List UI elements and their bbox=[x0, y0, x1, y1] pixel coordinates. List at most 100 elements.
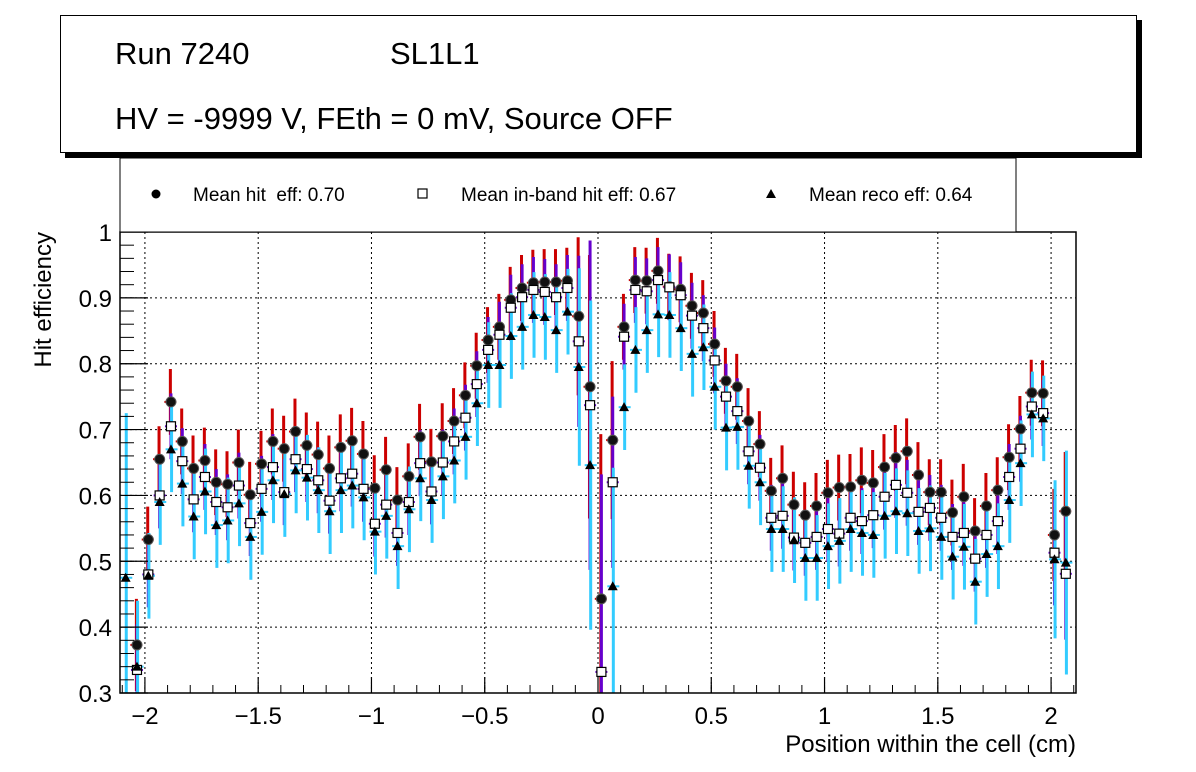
inband-eff-point bbox=[970, 553, 981, 564]
reco-eff-point bbox=[698, 342, 709, 352]
x-tick-label: −0.5 bbox=[461, 703, 508, 730]
reco-eff-point bbox=[154, 497, 165, 507]
inband-eff-point bbox=[392, 527, 403, 539]
hit-eff-point bbox=[709, 338, 721, 350]
reco-eff-point bbox=[551, 325, 562, 335]
hit-eff-point bbox=[867, 477, 879, 489]
reco-eff-point bbox=[1026, 409, 1037, 419]
reco-eff-point bbox=[188, 511, 199, 521]
reco-eff-point bbox=[619, 402, 630, 412]
inband-eff-point bbox=[845, 512, 856, 523]
hit-eff-point bbox=[686, 300, 698, 312]
run-number: Run 7240 bbox=[115, 36, 250, 71]
reco-eff-point bbox=[777, 524, 788, 534]
hit-eff-point bbox=[267, 435, 279, 447]
inband-eff-point bbox=[550, 292, 562, 303]
x-tick-label: 1.5 bbox=[921, 703, 954, 730]
inband-eff-point bbox=[471, 379, 482, 390]
reco-eff-point bbox=[369, 526, 380, 536]
inband-eff-point bbox=[1004, 471, 1015, 483]
hit-eff-point bbox=[380, 464, 392, 476]
reco-eff-point bbox=[902, 508, 913, 518]
x-tick-label: 0 bbox=[591, 703, 604, 730]
hit-eff-point bbox=[346, 435, 358, 447]
hit-eff-point bbox=[697, 307, 709, 319]
inband-eff-point bbox=[822, 523, 834, 535]
reco-eff-point bbox=[607, 581, 618, 591]
hit-eff-point bbox=[924, 486, 936, 498]
reco-eff-point bbox=[131, 661, 142, 671]
reco-eff-point bbox=[381, 510, 392, 520]
inband-eff-point bbox=[188, 494, 199, 505]
run-info-box: Run 7240 SL1L1 HV = -9999 V, FEth = 0 mV… bbox=[60, 15, 1137, 153]
hit-eff-point bbox=[222, 478, 234, 490]
inband-eff-point bbox=[913, 506, 924, 517]
hit-eff-point bbox=[437, 430, 449, 442]
inband-eff-point bbox=[245, 517, 256, 529]
hit-eff-point bbox=[595, 593, 607, 605]
hit-eff-point bbox=[573, 310, 585, 322]
hit-eff-point bbox=[913, 469, 925, 481]
inband-eff-point bbox=[754, 462, 766, 473]
reco-eff-point bbox=[868, 529, 879, 539]
reco-eff-point bbox=[970, 576, 981, 586]
axis-ticks bbox=[120, 231, 1075, 694]
reco-eff-point bbox=[788, 535, 799, 545]
reco-eff-point bbox=[415, 473, 426, 483]
reco-eff-point bbox=[392, 541, 403, 551]
hit-eff-point bbox=[335, 441, 347, 453]
inband-eff-point bbox=[698, 323, 709, 334]
inband-eff-point bbox=[584, 400, 596, 411]
reco-eff-point bbox=[800, 552, 811, 562]
hit-eff-point bbox=[301, 439, 313, 451]
y-tick-label: 0.8 bbox=[79, 352, 112, 379]
inband-eff-point bbox=[641, 286, 652, 297]
hit-eff-point bbox=[765, 485, 777, 497]
legend-marker-inband bbox=[417, 188, 428, 199]
reco-eff-point bbox=[426, 495, 437, 505]
inband-eff-point bbox=[947, 531, 958, 543]
hit-eff-point bbox=[958, 491, 970, 503]
data-markers bbox=[120, 265, 1072, 678]
reco-eff-point bbox=[143, 570, 154, 580]
hit-eff-point bbox=[233, 457, 245, 468]
hit-eff-point bbox=[720, 375, 732, 387]
reco-eff-point bbox=[449, 455, 460, 465]
hit-eff-point bbox=[199, 455, 211, 467]
inband-eff-point bbox=[460, 412, 471, 423]
reco-eff-point bbox=[879, 510, 890, 520]
reco-eff-point bbox=[1015, 458, 1026, 468]
reco-eff-point bbox=[573, 362, 584, 372]
hit-eff-point bbox=[584, 381, 596, 393]
x-tick-label: 2 bbox=[1044, 703, 1057, 730]
inband-eff-point bbox=[902, 487, 913, 498]
legend-marker-hit bbox=[151, 189, 161, 199]
reco-eff-point bbox=[992, 541, 1003, 551]
x-tick-label: 1 bbox=[818, 703, 831, 730]
inband-eff-point bbox=[936, 512, 947, 523]
inband-eff-point bbox=[573, 336, 584, 347]
reco-eff-point bbox=[403, 504, 414, 514]
hit-eff-point bbox=[992, 484, 1004, 496]
reco-eff-point bbox=[834, 535, 845, 545]
inband-eff-point bbox=[426, 486, 437, 497]
legend-label-inband: Mean in-band hit eff: 0.67 bbox=[461, 185, 676, 206]
inband-eff-point bbox=[1060, 568, 1071, 579]
reco-eff-point bbox=[358, 492, 369, 502]
inband-eff-point bbox=[958, 527, 969, 539]
reco-eff-point bbox=[290, 465, 301, 475]
inband-eff-point bbox=[879, 491, 890, 502]
hit-eff-point bbox=[369, 482, 381, 494]
reco-eff-point bbox=[324, 506, 335, 516]
x-tick-label: −1.5 bbox=[234, 703, 281, 730]
hit-eff-point bbox=[833, 482, 845, 494]
reco-eff-point bbox=[539, 311, 550, 321]
hit-eff-point bbox=[935, 486, 947, 498]
hit-eff-point bbox=[1026, 387, 1038, 399]
hit-eff-point bbox=[1048, 529, 1060, 541]
legend-box bbox=[119, 157, 1017, 233]
inband-eff-point bbox=[177, 456, 188, 467]
reco-eff-point bbox=[1049, 554, 1060, 564]
inband-eff-point bbox=[256, 483, 267, 494]
